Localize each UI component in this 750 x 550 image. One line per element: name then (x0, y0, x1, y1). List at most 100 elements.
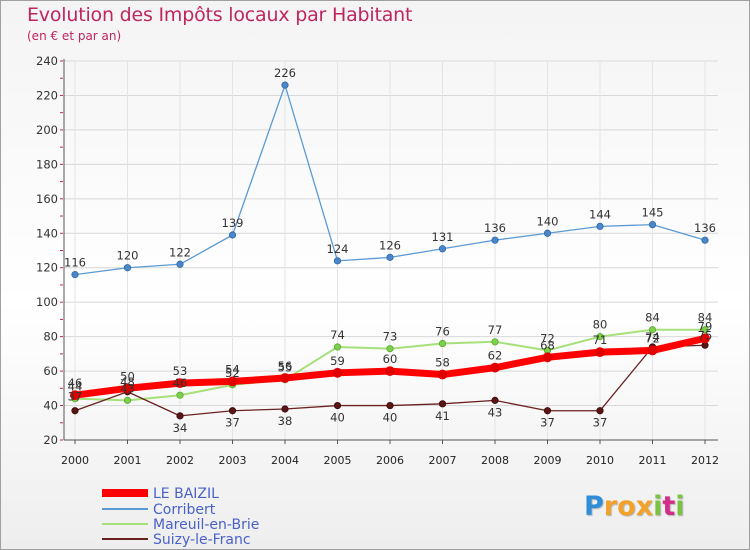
data-label-le-baizil: 53 (173, 364, 188, 378)
chart-title: Evolution des Impôts locaux par Habitant (27, 4, 413, 26)
data-label-suizy-le-franc: 38 (278, 414, 293, 428)
logo-letter: t (662, 491, 676, 522)
data-label-suizy-le-franc: 37 (225, 416, 240, 430)
data-label-corribert: 136 (484, 221, 506, 235)
data-label-suizy-le-franc: 34 (173, 421, 188, 435)
data-label-mareuil-en-brie: 72 (540, 331, 555, 345)
y-tick-label: 100 (36, 295, 58, 309)
data-label-le-baizil: 46 (68, 376, 83, 390)
chart-subtitle: (en € et par an) (27, 29, 122, 43)
x-tick-label: 2008 (481, 454, 509, 467)
data-label-corribert: 122 (169, 245, 191, 259)
data-point-corribert (701, 236, 709, 244)
data-label-corribert: 144 (589, 207, 611, 221)
x-tick-label: 2007 (429, 454, 457, 467)
data-point-le-baizil (647, 345, 658, 356)
data-label-mareuil-en-brie: 55 (278, 361, 293, 375)
data-label-mareuil-en-brie: 76 (435, 325, 450, 339)
data-label-mareuil-en-brie: 73 (383, 330, 398, 344)
data-point-corribert (648, 221, 657, 229)
data-point-suizy-le-franc (333, 401, 342, 410)
y-tick-label: 60 (43, 364, 58, 378)
y-tick-label: 180 (36, 157, 58, 171)
x-tick-label: 2005 (324, 454, 352, 467)
y-tick-label: 140 (36, 226, 58, 240)
data-point-le-baizil (175, 378, 185, 389)
data-label-le-baizil: 68 (540, 338, 555, 352)
data-label-corribert: 124 (327, 242, 349, 256)
data-point-corribert (596, 222, 604, 230)
logo-letter: x (635, 491, 654, 522)
data-label-suizy-le-franc: 74 (645, 330, 660, 344)
data-point-mareuil-en-brie (491, 338, 499, 346)
y-tick-label: 200 (36, 123, 58, 137)
data-label-mareuil-en-brie: 84 (698, 311, 713, 325)
data-point-suizy-le-franc (491, 396, 499, 404)
data-label-suizy-le-franc: 37 (540, 416, 555, 430)
data-label-le-baizil: 54 (225, 362, 240, 376)
data-label-mareuil-en-brie: 80 (593, 318, 608, 332)
data-point-corribert (491, 236, 499, 244)
logo-letter: i (675, 491, 685, 522)
data-label-mareuil-en-brie: 52 (225, 366, 240, 380)
data-label-suizy-le-franc: 40 (330, 411, 345, 425)
data-point-suizy-le-franc (281, 405, 289, 413)
legend-label-corribert: Corribert (153, 502, 216, 518)
y-tick-label: 160 (36, 192, 58, 206)
logo-letter: P (584, 491, 604, 522)
data-point-le-baizil (542, 352, 553, 363)
data-point-le-baizil (700, 333, 710, 344)
x-tick-label: 2001 (114, 454, 142, 467)
data-label-mareuil-en-brie: 43 (120, 381, 135, 395)
data-label-suizy-le-franc: 48 (120, 375, 135, 389)
data-point-corribert (176, 260, 184, 268)
y-tick-label: 80 (43, 330, 58, 344)
data-label-corribert: 145 (642, 206, 664, 220)
data-point-mareuil-en-brie (386, 345, 394, 353)
data-point-corribert (281, 81, 289, 89)
data-label-le-baizil: 50 (120, 369, 135, 383)
data-label-corribert: 226 (274, 66, 296, 80)
data-label-le-baizil: 62 (488, 349, 503, 363)
y-tick-label: 120 (36, 261, 58, 275)
data-label-suizy-le-franc: 75 (698, 328, 713, 342)
data-point-le-baizil (280, 373, 290, 383)
data-point-le-baizil (385, 366, 395, 376)
y-tick-label: 40 (43, 399, 58, 413)
legend-label-le-baizil: LE BAIZIL (153, 486, 219, 502)
data-point-corribert (333, 257, 342, 265)
data-point-mareuil-en-brie (596, 333, 604, 341)
data-point-le-baizil (332, 367, 343, 378)
data-point-mareuil-en-brie (648, 326, 657, 334)
data-point-mareuil-en-brie (333, 343, 342, 351)
x-tick-label: 2000 (61, 454, 89, 467)
x-tick-label: 2002 (166, 454, 194, 467)
data-label-le-baizil: 71 (593, 333, 608, 347)
data-label-corribert: 126 (379, 238, 401, 252)
data-label-mareuil-en-brie: 44 (68, 380, 83, 394)
data-point-le-baizil (490, 362, 500, 373)
data-label-le-baizil: 60 (383, 352, 398, 366)
x-tick-label: 2006 (376, 454, 404, 467)
data-point-suizy-le-franc (176, 412, 184, 420)
x-tick-label: 2011 (639, 454, 667, 467)
data-label-le-baizil: 72 (645, 331, 660, 345)
data-label-suizy-le-franc: 37 (68, 390, 83, 404)
data-point-suizy-le-franc (543, 407, 552, 415)
data-point-le-baizil (122, 383, 133, 394)
data-point-corribert (386, 253, 394, 261)
y-tick-label: 20 (43, 433, 58, 447)
data-point-suizy-le-franc (596, 407, 604, 415)
data-point-suizy-le-franc (71, 407, 79, 415)
data-point-corribert (543, 229, 552, 237)
data-label-mareuil-en-brie: 77 (488, 323, 503, 337)
data-point-le-baizil (70, 390, 80, 401)
data-point-suizy-le-franc (438, 400, 447, 408)
data-label-suizy-le-franc: 40 (383, 411, 398, 425)
y-tick-label: 240 (36, 54, 58, 68)
proxiti-logo[interactable]: Proxiti (584, 491, 685, 522)
data-label-le-baizil: 59 (330, 354, 345, 368)
data-label-le-baizil: 58 (435, 356, 450, 370)
